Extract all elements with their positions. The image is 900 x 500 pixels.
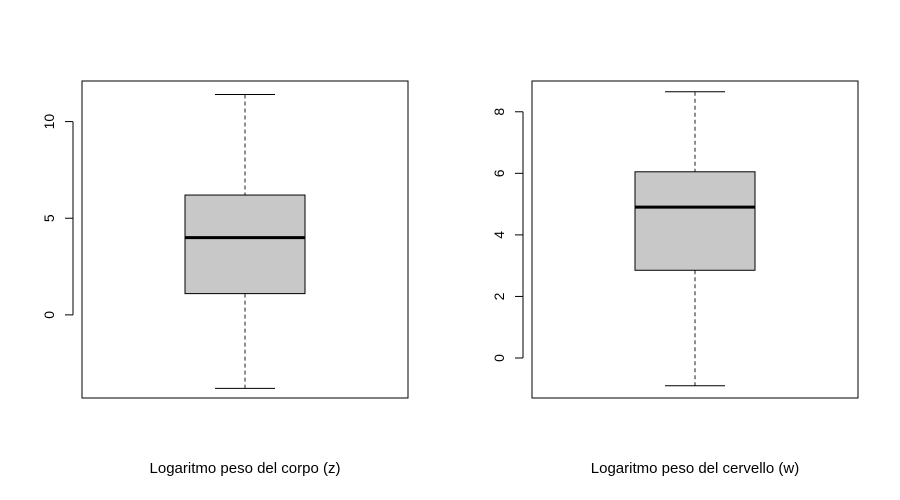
plot-frame <box>81 80 409 399</box>
y-tick-label: 5 <box>41 214 57 222</box>
y-tick-label: 4 <box>491 231 507 239</box>
y-tick-label: 6 <box>491 169 507 177</box>
x-axis-label: Logaritmo peso del cervello (w) <box>591 460 799 477</box>
y-tick-label: 0 <box>41 311 57 319</box>
y-tick-label: 0 <box>491 354 507 362</box>
boxplot-panel-body-weight: 0 5 10 Logaritmo peso del corpo (z) <box>41 80 409 477</box>
y-tick-label: 10 <box>41 114 57 130</box>
y-tick-label: 8 <box>491 108 507 116</box>
iqr-box <box>184 194 306 295</box>
x-axis-label: Logaritmo peso del corpo (z) <box>150 460 341 477</box>
plot-frame <box>531 80 859 399</box>
boxplot-panel-brain-weight: 0 2 4 6 8 Logaritmo peso del cervello (w) <box>491 80 859 477</box>
iqr-box <box>634 171 756 271</box>
y-tick-label: 2 <box>491 292 507 300</box>
